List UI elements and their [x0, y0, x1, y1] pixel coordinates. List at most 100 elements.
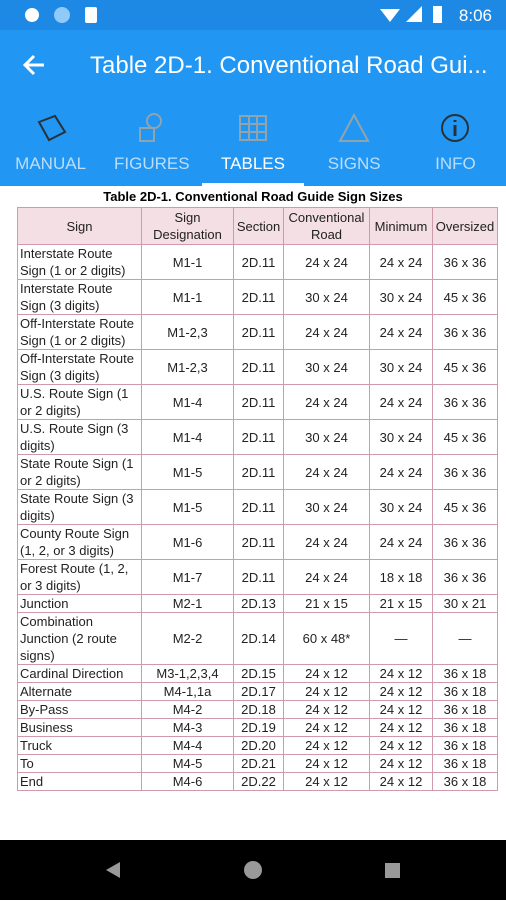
table-cell: M4-3: [141, 718, 234, 737]
table-cell: 24 x 12: [283, 664, 370, 683]
table-cell: 24 x 12: [283, 736, 370, 755]
table-cell: 36 x 18: [432, 772, 498, 791]
table-cell: Business: [17, 718, 142, 737]
tab-label: TABLES: [221, 154, 285, 173]
table-cell: 36 x 18: [432, 664, 498, 683]
table-cell: 2D.15: [233, 664, 284, 683]
table-cell: County Route Sign (1, 2, or 3 digits): [17, 524, 142, 560]
tab[interactable]: INFO: [405, 102, 506, 186]
table-row: Alternate M4-1,1a 2D.17 24 x 12 24 x 12 36 x …: [17, 682, 498, 701]
table-cell: 36 x 18: [432, 736, 498, 755]
table-cell: 24 x 24: [283, 244, 370, 280]
table-cell: To: [17, 754, 142, 773]
table-cell: 21 x 15: [283, 594, 370, 613]
table-cell: M1-4: [141, 419, 234, 455]
table-row: Truck M4-4 2D.20 24 x 12 24 x 12 36 x 18: [17, 736, 498, 755]
table-cell: 45 x 36: [432, 419, 498, 455]
table-cell: 30 x 24: [369, 489, 433, 525]
table-cell: End: [17, 772, 142, 791]
table-cell: 2D.11: [233, 349, 284, 385]
table-row: Off-Interstate Route Sign (1 or 2 digits…: [17, 314, 498, 350]
table-cell: 36 x 36: [432, 244, 498, 280]
table-cell: M1-5: [141, 489, 234, 525]
tab[interactable]: TABLES: [202, 102, 304, 186]
table-cell: 60 x 48*: [283, 612, 370, 665]
table-cell: 2D.11: [233, 314, 284, 350]
nav-buttons: [106, 861, 400, 879]
table-cell: 30 x 21: [432, 594, 498, 613]
table-cell: 24 x 24: [369, 314, 433, 350]
table-row: Cardinal Direction M3-1,2,3,4 2D.15 24 x 12…: [17, 664, 498, 683]
table-cell: 24 x 12: [283, 772, 370, 791]
table-cell: 24 x 12: [369, 754, 433, 773]
table-row: Off-Interstate Route Sign (3 digits) M1-2…: [17, 349, 498, 385]
table-cell: 2D.11: [233, 489, 284, 525]
tab-label: SIGNS: [327, 154, 381, 173]
table-cell: 30 x 24: [369, 279, 433, 315]
table-cell: 24 x 12: [283, 754, 370, 773]
table-cell: 21 x 15: [369, 594, 433, 613]
table-cell: Alternate: [17, 682, 142, 701]
table-cell: Truck: [17, 736, 142, 755]
table-cell: M4-2: [141, 700, 234, 719]
table-cell: Off-Interstate Route Sign (1 or 2 digits…: [17, 314, 142, 350]
table-row: By-Pass M4-2 2D.18 24 x 12 24 x 12 36 x 18: [17, 700, 498, 719]
table-row: Business M4-3 2D.19 24 x 12 24 x 12 36 x 18: [17, 718, 498, 737]
table-row: Junction M2-1 2D.13 21 x 15 21 x 15 30 x 21: [17, 594, 498, 613]
tab[interactable]: SIGNS: [304, 102, 405, 186]
table-cell: State Route Sign (3 digits): [17, 489, 142, 525]
table-cell: M4-6: [141, 772, 234, 791]
table-cell: 24 x 24: [283, 524, 370, 560]
status-icons: [25, 7, 97, 23]
table-cell: Interstate Route Sign (1 or 2 digits): [17, 244, 142, 280]
table-cell: Interstate Route Sign (3 digits): [17, 279, 142, 315]
table-cell: 30 x 24: [283, 279, 370, 315]
table-cell: —: [432, 612, 498, 665]
table-row: County Route Sign (1, 2, or 3 digits) M1-…: [17, 524, 498, 560]
table-cell: 45 x 36: [432, 279, 498, 315]
table-cell: 30 x 24: [283, 419, 370, 455]
tab-label: MANUAL: [15, 154, 87, 173]
table-cell: 30 x 24: [283, 349, 370, 385]
table-row: U.S. Route Sign (1 or 2 digits) M1-4 2D.11…: [17, 384, 498, 420]
header-row: Sign Sign Designation Section Conventional …: [17, 207, 498, 245]
table-cell: By-Pass: [17, 700, 142, 719]
table-cell: 30 x 24: [283, 489, 370, 525]
table-cell: Junction: [17, 594, 142, 613]
table-row: Interstate Route Sign (3 digits) M1-1 2D.1…: [17, 279, 498, 315]
tab[interactable]: FIGURES: [101, 102, 202, 186]
app-bar: Table 2D-1. Conventional Road Gui...: [0, 30, 506, 102]
table-cell: M1-4: [141, 384, 234, 420]
table-cell: 24 x 24: [369, 244, 433, 280]
header-cell: Sign Designation: [141, 207, 234, 245]
table-cell: 24 x 12: [369, 682, 433, 701]
table-cell: 24 x 12: [283, 718, 370, 737]
table-cell: M2-2: [141, 612, 234, 665]
table-cell: M1-2,3: [141, 314, 234, 350]
table-cell: 24 x 24: [283, 314, 370, 350]
table-cell: 24 x 12: [369, 718, 433, 737]
back-button[interactable]: [20, 50, 50, 80]
table-cell: 2D.22: [233, 772, 284, 791]
table-cell: 2D.19: [233, 718, 284, 737]
table-cell: Forest Route (1, 2, or 3 digits): [17, 559, 142, 595]
table-cell: 24 x 24: [283, 559, 370, 595]
header-cell: Oversized: [432, 207, 498, 245]
table-cell: U.S. Route Sign (1 or 2 digits): [17, 384, 142, 420]
content: Table 2D-1. Conventional Road Guide Sign…: [0, 186, 506, 840]
table-cell: 36 x 18: [432, 700, 498, 719]
table-cell: 2D.11: [233, 244, 284, 280]
table-cell: Combination Junction (2 route signs): [17, 612, 142, 665]
table-cell: 2D.17: [233, 682, 284, 701]
table-cell: State Route Sign (1 or 2 digits): [17, 454, 142, 490]
table-cell: 36 x 36: [432, 384, 498, 420]
tab-label: FIGURES: [114, 154, 190, 173]
table-cell: 2D.21: [233, 754, 284, 773]
tab-icon: [37, 114, 67, 142]
table-cell: 30 x 24: [369, 419, 433, 455]
sign-table: Sign Sign Designation Section Conventional …: [17, 207, 498, 791]
table-cell: 2D.20: [233, 736, 284, 755]
table-cell: M1-7: [141, 559, 234, 595]
tab[interactable]: MANUAL: [0, 102, 101, 186]
